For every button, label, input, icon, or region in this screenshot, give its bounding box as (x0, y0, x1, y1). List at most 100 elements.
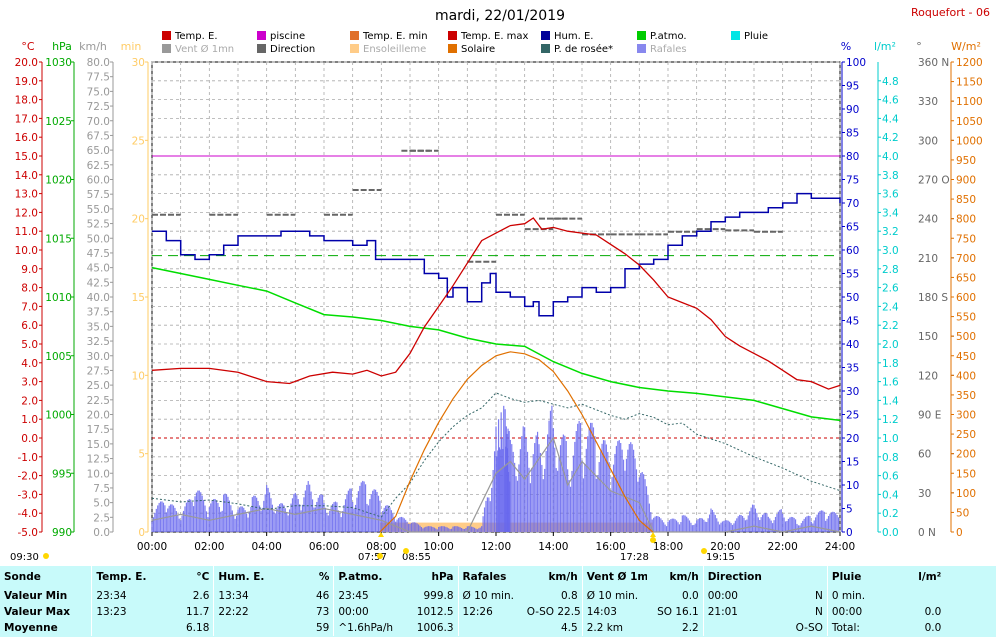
temp-axis-tick-label: 2.0 (21, 395, 38, 407)
legend-label: piscine (270, 31, 305, 42)
summary-cell: SO 16.1 (657, 606, 699, 618)
legend-swatch (541, 31, 550, 40)
summary-cell: 21:01 (702, 604, 768, 620)
temp-axis-tick-label: 20.0 (15, 57, 38, 69)
summary-cell: P.atmo. (333, 566, 399, 588)
temp-axis-tick-label: 4.0 (21, 358, 38, 370)
summary-cell: 22:22 (213, 604, 275, 620)
pressure-axis-tick-label: 1020 (45, 175, 72, 187)
summary-cell: km/h (548, 571, 578, 583)
direction-axis-tick-label: 0 N (918, 527, 936, 539)
legend-swatch (162, 44, 171, 53)
temp-axis-tick-label: 12.0 (15, 207, 38, 219)
wind-axis-tick-label: 60.0 (87, 175, 110, 187)
summary-row: Valeur Min 23:34 2.6 13:34 46 23:45 999.8 Ø 10 … (0, 588, 996, 604)
direction-axis-tick-label: 90 E (918, 410, 941, 422)
legend-swatch (731, 31, 740, 40)
x-tick-label: 06:00 (309, 541, 339, 553)
sun-marker-icon (650, 537, 656, 543)
x-tick-label: 02:00 (194, 541, 224, 553)
legend-swatch (448, 44, 457, 53)
direction-axis-tick-label: 150 (918, 331, 938, 343)
humidity-axis-tick-label: 70 (846, 198, 859, 210)
rain-axis-tick-label: 0.8 (882, 452, 899, 464)
temp-unit-label: °C (21, 40, 35, 53)
pressure-axis-tick-label: 1030 (45, 57, 72, 69)
summary-cell: l/m² (918, 571, 942, 583)
legend: Temp. E. piscine Temp. E. min Temp. E. max H… (162, 31, 768, 55)
pressure-axis-tick-label: 990 (52, 527, 72, 539)
temp-axis-tick-label: 7.0 (21, 301, 38, 313)
wind-axis-tick-label: 80.0 (87, 57, 110, 69)
right-axes: 1009590858075706560555045403530252015105… (841, 57, 983, 539)
direction-axis-tick-label: 330 (918, 96, 938, 108)
rain-axis-tick-label: 4.4 (882, 113, 899, 125)
legend-label: Solaire (461, 44, 495, 55)
left-axes: 20.0 19.0 18.0 17.0 16.0 15.0 14.0 13.0 12.0 11.0… (15, 57, 149, 539)
pressure-axis-tick-label: 995 (52, 468, 72, 480)
wind-axis-tick-label: 37.5 (87, 307, 110, 319)
rain-axis-tick-label: 2.2 (882, 320, 899, 332)
solar-axis-tick-label: 850 (956, 194, 976, 206)
temp-axis-tick-label: 5.0 (21, 339, 38, 351)
humidity-axis-tick-label: 95 (846, 81, 859, 93)
summary-cell (887, 588, 945, 604)
summary-cell: 00:00 (826, 604, 887, 620)
humidity-axis-tick-label: 10 (846, 480, 859, 492)
summary-row: Moyenne 6.18 59 ^1.6hPa/h 1006.3 4.5 2.2 km 2.2… (0, 620, 996, 636)
wind-axis-tick-label: 42.5 (87, 277, 110, 289)
rain-axis-tick-label: 0.2 (882, 508, 899, 520)
summary-cell: hPa (431, 571, 454, 583)
summary-cell: 999.8 (423, 590, 454, 602)
wind-axis-tick-label: 17.5 (87, 424, 110, 436)
solar-axis-tick-label: 0 (956, 527, 963, 539)
summary-cell: 0.0 (924, 622, 942, 634)
summary-cell: Valeur Min (4, 590, 68, 602)
summary-cell: 23:45 (333, 588, 399, 604)
summary-cell: 73 (316, 606, 330, 618)
legend-label: Temp. E. (174, 31, 218, 42)
wind-axis-tick-label: 35.0 (87, 321, 110, 333)
humidity-axis-tick-label: 20 (846, 433, 859, 445)
legend-swatch (257, 31, 266, 40)
pressure-axis-tick-label: 1005 (45, 351, 72, 363)
minutes-axis-tick-label: 30 (132, 57, 145, 69)
summary-cell: Moyenne (4, 622, 58, 634)
summary-cell: 0.0 (682, 590, 699, 602)
rain-axis-tick-label: 1.6 (882, 377, 899, 389)
summary-cell: 2.2 (682, 622, 699, 634)
legend-swatch (350, 31, 359, 40)
rain-axis-tick-label: 4.6 (882, 95, 899, 107)
solar-axis-tick-label: 450 (956, 351, 976, 363)
humidity-axis-tick-label: 15 (846, 457, 859, 469)
summary-cell: 12:26 (457, 604, 523, 620)
sun-marker-icon (43, 553, 49, 559)
summary-cell: 11.7 (186, 606, 210, 618)
summary-cell: 13:34 (213, 588, 275, 604)
minutes-axis-tick-label: 10 (132, 370, 145, 382)
solar-axis-tick-label: 750 (956, 233, 976, 245)
event-markers: 09:30 07:57 08:55 17:28 19:15 (10, 532, 735, 563)
x-tick-label: 16:00 (596, 541, 626, 553)
direction-axis-tick-label: 240 (918, 214, 938, 226)
wind-axis-tick-label: 15.0 (87, 439, 110, 451)
legend-label: Temp. E. max (460, 31, 529, 42)
humidity-axis-tick-label: 100 (846, 57, 866, 69)
rain-axis-tick-label: 2.8 (882, 264, 899, 276)
summary-cell: 00:00 (333, 604, 399, 620)
summary-cell (768, 566, 827, 588)
summary-cell: Temp. E. (91, 566, 157, 588)
humidity-line (152, 192, 841, 317)
wind-axis-tick-label: 40.0 (87, 292, 110, 304)
solar-axis-tick-label: 1000 (956, 135, 983, 147)
summary-cell: N (815, 590, 823, 602)
summary-cell: 59 (316, 622, 330, 634)
wind-axis-tick-label: 72.5 (87, 101, 110, 113)
wind-axis-tick-label: 20.0 (87, 410, 110, 422)
legend-label: P.atmo. (650, 31, 687, 42)
x-tick-label: 00:00 (137, 541, 167, 553)
temp-axis-tick-label: -2.0 (18, 471, 39, 483)
temperature-line (151, 217, 841, 390)
wind-axis-tick-label: 65.0 (87, 145, 110, 157)
legend-swatch (162, 31, 171, 40)
